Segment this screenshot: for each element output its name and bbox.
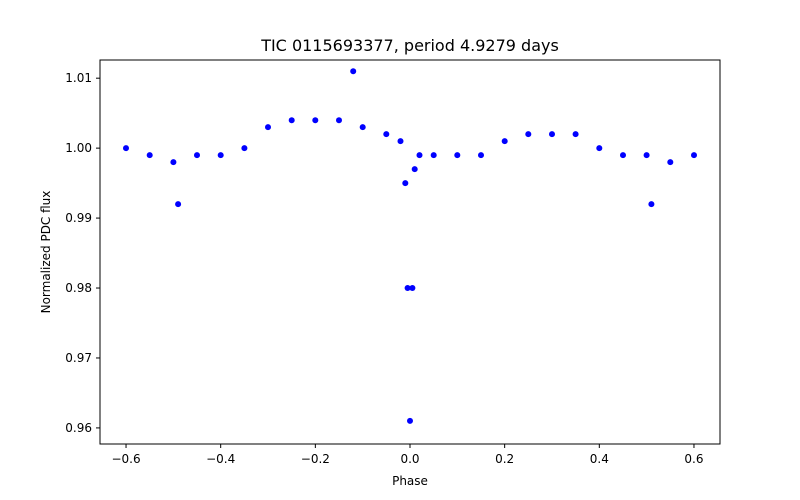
data-point — [596, 145, 603, 152]
y-axis: 0.96 0.97 0.98 0.99 1.00 1.01 — [65, 71, 100, 435]
data-points — [123, 68, 697, 424]
y-tick-label: 0.98 — [65, 281, 92, 295]
data-point — [123, 145, 129, 152]
x-tick-label: −0.6 — [111, 452, 140, 466]
data-point — [312, 117, 319, 124]
data-point — [170, 159, 177, 166]
x-tick-label: −0.2 — [301, 452, 330, 466]
data-point — [525, 131, 532, 138]
data-point — [383, 131, 390, 138]
x-tick-label: 0.0 — [400, 452, 419, 466]
data-point — [691, 152, 697, 159]
data-point — [241, 145, 248, 152]
data-point — [217, 152, 224, 159]
data-point — [409, 285, 416, 291]
y-axis-label: Normalized PDC flux — [39, 191, 53, 314]
data-point — [620, 152, 626, 159]
y-tick-label: 1.00 — [65, 141, 92, 155]
data-point — [265, 124, 271, 131]
data-point — [350, 68, 357, 75]
y-tick-label: 0.97 — [65, 351, 92, 365]
y-tick-label: 0.99 — [65, 211, 92, 225]
data-point — [648, 201, 655, 208]
data-point — [402, 180, 409, 187]
data-point — [667, 159, 674, 166]
data-point — [549, 131, 555, 138]
data-point — [288, 117, 295, 124]
y-tick-label: 1.01 — [65, 71, 92, 85]
data-point — [407, 417, 413, 424]
data-point — [175, 201, 182, 208]
data-point — [478, 152, 484, 159]
x-axis-label: Phase — [392, 474, 428, 488]
chart-title: TIC 0115693377, period 4.9279 days — [260, 36, 559, 55]
data-point — [404, 285, 411, 291]
data-point — [454, 152, 461, 159]
data-point — [643, 152, 650, 159]
data-point — [359, 124, 366, 131]
x-tick-label: −0.4 — [206, 452, 235, 466]
data-point — [336, 117, 342, 124]
data-point — [501, 138, 508, 145]
data-point — [397, 138, 404, 145]
x-tick-label: 0.2 — [495, 452, 514, 466]
x-axis: −0.6 −0.4 −0.2 0.0 0.2 0.4 0.6 — [111, 444, 704, 466]
data-point — [194, 152, 200, 159]
data-point — [411, 166, 418, 173]
data-point — [430, 152, 437, 159]
x-tick-label: 0.6 — [684, 452, 703, 466]
data-point — [416, 152, 423, 159]
x-tick-label: 0.4 — [590, 452, 609, 466]
data-point — [572, 131, 579, 138]
y-tick-label: 0.96 — [65, 421, 92, 435]
data-point — [146, 152, 153, 159]
